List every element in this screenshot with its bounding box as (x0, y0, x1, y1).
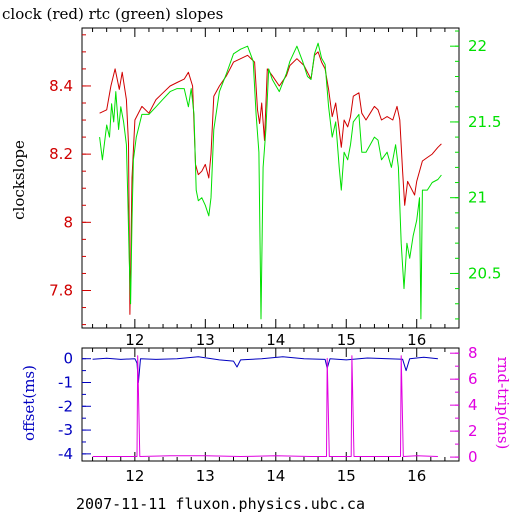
x-tick-label-top: 16 (407, 331, 426, 349)
y-tick-label-left: -1 (58, 373, 73, 391)
series-line-rnd-trip (92, 355, 438, 457)
plot-frame-top (81, 27, 460, 329)
x-tick-label-top: 13 (196, 331, 215, 349)
footer-label: 2007-11-11 fluxon.physics.ubc.ca (76, 495, 365, 512)
top-plot: 7.8 8 8.2 8.4 20.5 21 21.5 22 (49, 27, 501, 329)
y-tick-label-left: -2 (58, 397, 73, 415)
y-tick-label-left: 0 (63, 350, 73, 368)
y-tick-label-left: -4 (58, 445, 73, 463)
series-line-clock (99, 51, 442, 315)
y-tick-label-right: 8 (468, 344, 478, 362)
top-y-axis-label: clockslope (10, 140, 28, 220)
x-tick-label-top: 14 (266, 331, 285, 349)
x-tick-label-bottom: 12 (125, 467, 144, 485)
x-tick-label-bottom: 14 (266, 467, 285, 485)
bottom-plot: 12 12 13 13 14 14 15 15 16 16 0 -1 -2 -3 -4 0 2 4 6 8 (58, 331, 478, 485)
y-tick-label-right: 4 (468, 396, 478, 414)
plot-frame-bottom (81, 347, 460, 462)
x-tick-label-bottom: 13 (196, 467, 215, 485)
y-tick-label-right: 0 (468, 448, 478, 466)
bottom-y-axis-label: offset(ms) (20, 365, 38, 441)
y-tick-label-right: 21.5 (468, 113, 501, 131)
series-line-rtc (99, 42, 442, 320)
bottom-right-y-axis-label: rnd-trip(ms) (494, 357, 512, 450)
y-tick-label-left: 7.8 (49, 282, 73, 300)
y-tick-label-right: 21 (468, 189, 487, 207)
y-tick-label-right: 20.5 (468, 264, 501, 282)
y-tick-label-right: 6 (468, 370, 478, 388)
x-tick-label-top: 12 (125, 331, 144, 349)
x-tick-label-top: 15 (337, 331, 356, 349)
x-tick-label-bottom: 15 (337, 467, 356, 485)
y-tick-label-left: 8 (63, 213, 73, 231)
y-tick-label-right: 2 (468, 422, 478, 440)
x-tick-label-bottom: 16 (407, 467, 426, 485)
y-tick-label-left: 8.2 (49, 145, 73, 163)
y-tick-label-left: 8.4 (49, 77, 73, 95)
y-tick-label-right: 22 (468, 37, 487, 55)
series-line-offset (92, 356, 438, 383)
y-tick-label-left: -3 (58, 421, 73, 439)
chart-title: clock (red) rtc (green) slopes (2, 5, 223, 23)
